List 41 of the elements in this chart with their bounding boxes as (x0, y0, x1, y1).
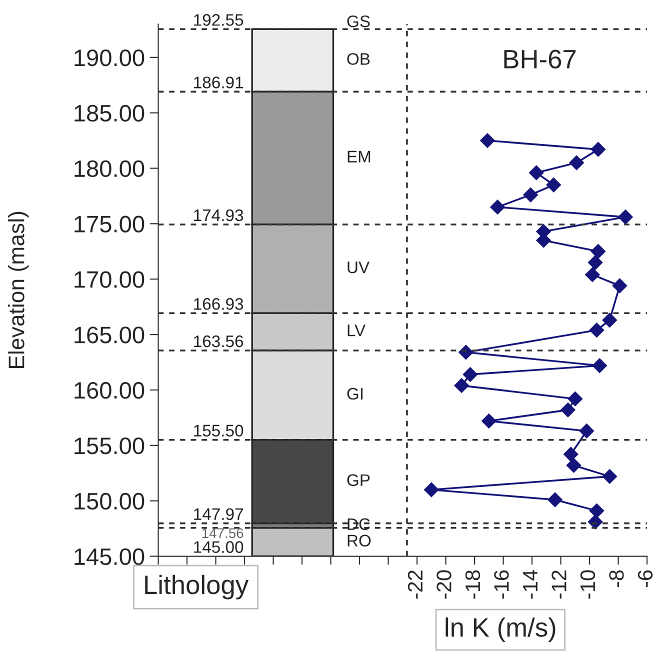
band-label: OB (347, 53, 370, 65)
annotation: 145.00 (194, 541, 244, 553)
band-label: UV (348, 262, 370, 274)
band-label: GI (347, 388, 363, 400)
ref-line-label: 147.97 (194, 508, 243, 520)
y-tick-label: 175.00 (74, 216, 144, 232)
ref-line-label: 155.50 (194, 424, 244, 437)
annotation: GS (347, 15, 370, 28)
ref-line-label: 192.55 (194, 14, 244, 26)
band-label: GP (347, 474, 370, 486)
x-axis-title: ln K (m/s) (446, 617, 556, 642)
band-label: RO (348, 534, 371, 547)
x-tick-label: -20 (436, 570, 452, 599)
y-tick-label: 155.00 (74, 437, 144, 454)
y-tick-label: 165.00 (74, 326, 144, 344)
ref-line-label: 163.56 (194, 335, 244, 348)
ref-line-label: 186.91 (194, 76, 243, 88)
y-tick-label: 145.00 (74, 548, 144, 566)
y-tick-label: 160.00 (74, 382, 144, 399)
x-tick-label: -16 (494, 570, 509, 599)
ref-line-label: 166.93 (194, 298, 244, 310)
x-tick-label: -18 (465, 570, 480, 599)
x-tick-label: -10 (580, 570, 596, 599)
y-tick-label: 185.00 (74, 104, 144, 122)
x-tick-label: -22 (408, 570, 422, 599)
x-tick-label: -6 (638, 570, 653, 588)
band-label: DC (348, 518, 370, 530)
x-tick-label: -14 (523, 570, 538, 599)
band-label: EM (348, 150, 370, 162)
y-tick-label: 170.00 (74, 271, 144, 288)
y-tick-label: 180.00 (74, 160, 144, 178)
x-tick-label: -8 (609, 570, 624, 588)
y-tick-label: 190.00 (74, 49, 144, 66)
y-axis-title: Elevation (masl) (8, 212, 29, 368)
ref-line-label: 174.93 (194, 209, 244, 222)
ref-line-label: 147.56 (202, 528, 244, 538)
text: BH-67 (504, 50, 576, 68)
band-label: LV (348, 324, 366, 336)
y-tick-label: 150.00 (74, 492, 144, 510)
x-tick-label: -12 (552, 570, 566, 599)
text: Lithology (145, 574, 249, 600)
